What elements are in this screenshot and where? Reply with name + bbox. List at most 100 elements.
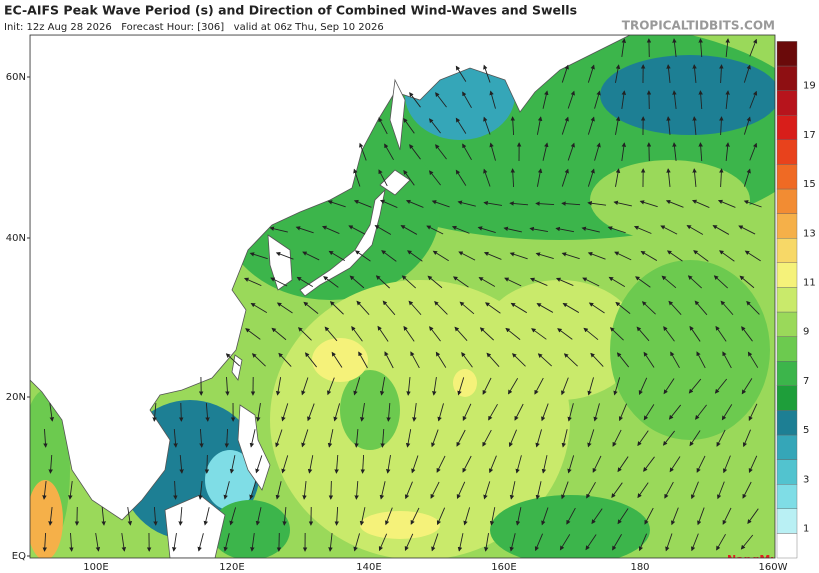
- arrow: [179, 454, 184, 474]
- arrow: [666, 168, 671, 187]
- colorbar-swatch: [776, 361, 798, 387]
- arrow: [529, 226, 549, 233]
- arrow: [356, 300, 370, 315]
- arrow: [716, 533, 726, 551]
- arrow: [644, 507, 654, 525]
- arrow: [672, 90, 677, 109]
- arrow: [748, 403, 758, 421]
- sakhalin: [389, 78, 406, 151]
- arrow: [586, 481, 596, 499]
- arrow: [406, 377, 411, 396]
- arrow: [692, 168, 697, 188]
- arrow: [561, 481, 569, 500]
- arrow: [689, 325, 701, 342]
- arrow: [639, 200, 658, 208]
- arrow: [742, 481, 752, 499]
- arrow: [479, 327, 494, 341]
- arrow: [510, 168, 516, 188]
- arrow: [404, 481, 413, 500]
- arrow: [531, 328, 547, 340]
- colorbar-swatch: [776, 484, 798, 510]
- arrow: [672, 38, 677, 57]
- lat-label: 20N: [6, 392, 26, 403]
- arrow: [488, 455, 497, 474]
- arrow: [643, 456, 655, 472]
- arrow: [451, 225, 470, 234]
- arrow: [432, 250, 449, 262]
- arrow: [504, 277, 522, 287]
- arrow: [541, 455, 548, 474]
- arrow: [353, 377, 361, 396]
- arrow: [386, 402, 391, 422]
- arrow: [127, 507, 133, 526]
- arrow: [435, 92, 447, 108]
- arrow: [609, 327, 624, 341]
- arrow: [381, 250, 397, 262]
- arrow: [484, 302, 501, 314]
- arrow: [461, 352, 473, 368]
- arrow: [374, 225, 392, 235]
- arrow: [358, 351, 368, 369]
- arrow: [410, 507, 420, 525]
- arrow: [349, 275, 365, 289]
- arrow: [725, 90, 730, 109]
- arrow: [328, 480, 334, 500]
- arrow: [478, 277, 496, 287]
- arrow: [749, 142, 758, 161]
- arrow: [455, 65, 467, 82]
- colorbar-label: 17: [803, 130, 816, 141]
- arrow: [400, 225, 418, 235]
- arrow: [511, 353, 526, 367]
- arrow: [307, 455, 314, 474]
- arrow: [225, 376, 230, 396]
- arrow: [743, 168, 751, 187]
- arrow: [542, 142, 549, 161]
- arrow: [328, 250, 346, 262]
- arrow: [378, 533, 388, 552]
- subtitle: Init: 12z Aug 28 2026 Forecast Hour: [30…: [4, 22, 384, 33]
- colorbar-swatch: [776, 65, 798, 91]
- arrow: [616, 352, 630, 368]
- arrow: [641, 301, 656, 315]
- field: [340, 370, 400, 450]
- arrow: [42, 532, 48, 552]
- arrow: [739, 275, 755, 289]
- arrow: [665, 199, 684, 208]
- arrow: [303, 301, 319, 314]
- arrow: [590, 352, 604, 367]
- field: [205, 450, 255, 510]
- arrow: [407, 250, 423, 262]
- arrow: [720, 300, 734, 316]
- arrow: [743, 64, 751, 83]
- arrow: [173, 428, 178, 448]
- arrow: [462, 143, 472, 161]
- arrow: [692, 116, 697, 136]
- arrow: [591, 508, 603, 525]
- arrow: [434, 300, 448, 315]
- lon-label: 140E: [356, 562, 381, 573]
- lon-label: 180: [630, 562, 649, 573]
- colorbar-swatch: [776, 139, 798, 165]
- colorbar-label: 1: [803, 523, 809, 534]
- arrow: [690, 481, 699, 500]
- arrow: [302, 481, 307, 500]
- arrow: [535, 201, 555, 206]
- arrow: [437, 403, 444, 422]
- arrow: [269, 226, 288, 233]
- arrow: [229, 455, 236, 474]
- arrow: [456, 481, 466, 500]
- arrow: [643, 404, 655, 421]
- arrow: [722, 455, 731, 474]
- arrow: [636, 326, 650, 342]
- arrow: [178, 402, 184, 422]
- arrow: [561, 201, 581, 206]
- colorbar-swatch: [776, 237, 798, 263]
- arrow: [331, 351, 343, 368]
- arrow: [462, 455, 472, 473]
- arrow: [643, 351, 655, 368]
- arrow: [607, 226, 626, 234]
- arrow: [152, 402, 157, 422]
- colorbar-swatch: [776, 164, 798, 190]
- field: [210, 500, 290, 558]
- arrow: [489, 142, 496, 161]
